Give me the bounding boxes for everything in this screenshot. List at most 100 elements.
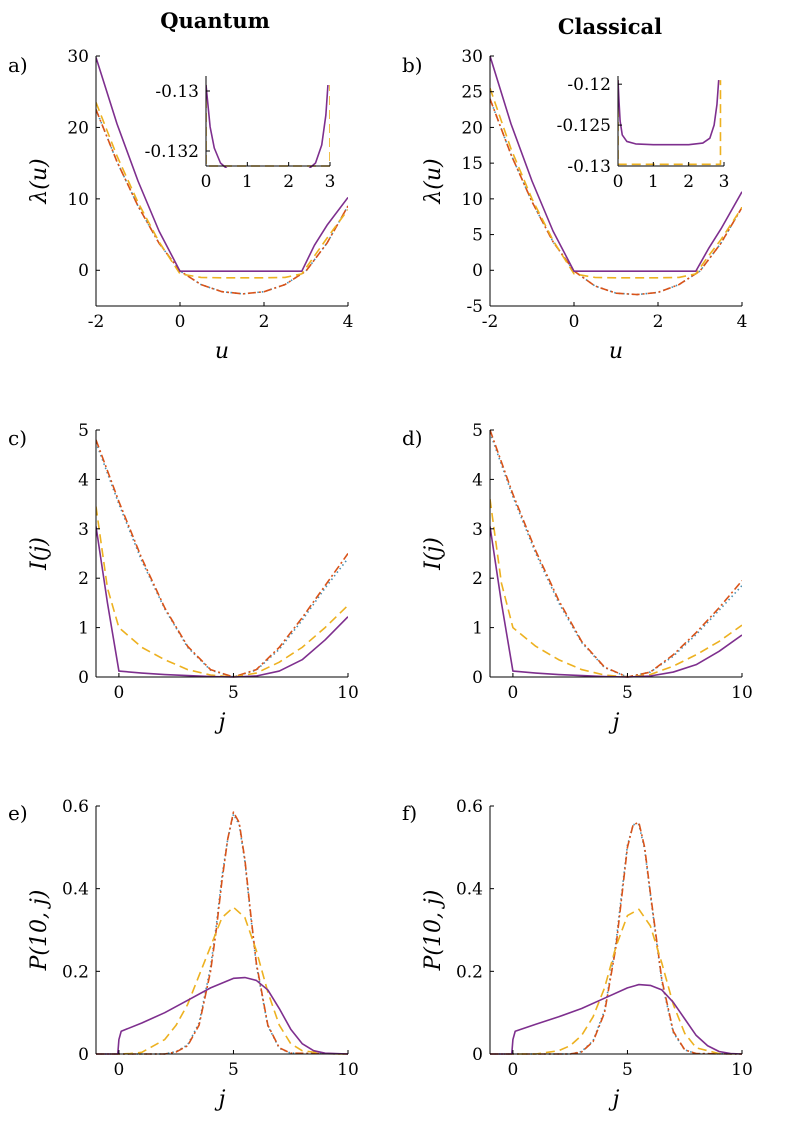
panel-f-series-solid — [490, 983, 742, 1055]
panel-a-series-dashdot — [96, 109, 348, 295]
panel-c: 0 5 10 0 1 2 3 4 5 c) j I(j) — [8, 421, 359, 735]
panel-a-inset-x-tick-label: 1 — [242, 172, 253, 192]
panel-f-x-tick-label: 10 — [731, 1060, 753, 1080]
panel-e-x-label: j — [214, 1087, 226, 1112]
panel-b-y-tick-label: 0 — [472, 261, 483, 281]
panel-b-series-dotted — [490, 98, 742, 296]
panel-b-series-group — [490, 55, 742, 296]
panel-d-series-dashdot — [490, 429, 742, 678]
panel-a-series-dashed — [96, 102, 348, 279]
panel-b-series-dashed — [490, 87, 742, 279]
panel-b-inset-x-tick-label: 0 — [613, 172, 624, 192]
panel-e-series-solid — [96, 976, 348, 1055]
panel-a-inset-y-tick-label: -0.13 — [155, 82, 199, 102]
panel-b-inset: 0 1 2 3 -0.12 -0.125 -0.13 — [557, 74, 729, 192]
panel-c-series-dashed — [96, 506, 348, 678]
panel-f-y-tick-label: 0.2 — [456, 962, 483, 982]
panel-e-series-dashdot — [96, 811, 348, 1055]
panel-e-y-tick-label: 0 — [78, 1045, 89, 1065]
panel-d-x-tick-label: 5 — [622, 683, 633, 703]
panel-a-inset-x-tick-label: 2 — [283, 172, 294, 192]
panel-b-y-tick-label: 15 — [461, 154, 483, 174]
panel-c-x-tick-label: 5 — [228, 683, 239, 703]
panel-b-y-tick-label: 30 — [461, 47, 483, 67]
panel-b-y-tick-label: 20 — [461, 118, 483, 138]
column-title-classical: Classical — [558, 14, 662, 39]
panel-e-y-label: P(10, j) — [27, 890, 52, 972]
panel-d-y-tick-label: 4 — [472, 470, 483, 490]
panel-f-x-tick-label: 5 — [622, 1060, 633, 1080]
panel-c-x-tick-label: 10 — [337, 683, 359, 703]
panel-b-inset-background — [616, 74, 726, 168]
panel-b-y-tick-label: 25 — [461, 83, 483, 103]
panel-a-x-tick-label: -2 — [88, 312, 105, 332]
panel-b-x-tick-label: -2 — [482, 312, 499, 332]
panel-e-y-tick-label: 0.2 — [62, 962, 89, 982]
panel-c-series-group — [96, 439, 348, 678]
panel-c-y-tick-label: 0 — [78, 668, 89, 688]
panel-a-inset-x-tick-label: 0 — [201, 172, 212, 192]
panel-a-x-tick-label: 0 — [175, 312, 186, 332]
panel-d-series-dotted — [490, 432, 742, 678]
panel-a-y-tick-label: 10 — [67, 190, 89, 210]
panel-a-y-tick-label: 20 — [67, 118, 89, 138]
panel-d-y-tick-label: 1 — [472, 619, 483, 639]
panel-d-y-tick-label: 5 — [472, 421, 483, 441]
panel-b-y-tick-label: 5 — [472, 226, 483, 246]
panel-a-x-label: u — [215, 339, 229, 364]
panel-c-x-label: j — [214, 710, 226, 735]
panel-a-y-label: λ(u) — [27, 158, 52, 204]
panel-b-inset-series-solid — [618, 80, 720, 146]
panel-d-y-tick-label: 2 — [472, 569, 483, 589]
panel-b-inset-y-tick-label: -0.13 — [567, 157, 611, 177]
panel-a-inset: 0 1 2 3 -0.13 -0.132 — [145, 74, 336, 192]
panel-d-x-tick-label: 0 — [507, 683, 518, 703]
panel-a-x-tick-label: 2 — [259, 312, 270, 332]
column-title-quantum: Quantum — [160, 8, 270, 33]
panel-b-inset-y-tick-label: -0.12 — [567, 75, 611, 95]
panel-b-x-label: u — [609, 339, 623, 364]
panel-a-series-group — [96, 57, 348, 295]
panel-e-x-tick-label: 10 — [337, 1060, 359, 1080]
panel-e-x-tick-label: 5 — [228, 1060, 239, 1080]
panel-f-series-dotted — [490, 823, 742, 1055]
panel-d-y-tick-label: 3 — [472, 520, 483, 540]
panel-a-inset-y-tick-label: -0.132 — [145, 142, 199, 162]
panel-d-series-group — [490, 429, 742, 678]
panel-c-y-tick-label: 5 — [78, 421, 89, 441]
panel-f-label: f) — [402, 801, 417, 825]
panel-d-x-tick-label: 10 — [731, 683, 753, 703]
panel-c-y-tick-label: 3 — [78, 520, 89, 540]
panel-e-series-group — [96, 811, 348, 1055]
panel-a-inset-series-solid — [206, 84, 329, 168]
panel-f-y-tick-label: 0.4 — [456, 880, 483, 900]
panel-a-inset-background — [204, 74, 332, 168]
panel-d-series-dashed — [490, 499, 742, 678]
panel-b-series-solid — [490, 55, 742, 273]
panel-e-y-tick-label: 0.6 — [62, 797, 89, 817]
panel-e-series-dashed — [96, 906, 348, 1055]
panel-c-x-tick-label: 0 — [113, 683, 124, 703]
panel-e: 0 5 10 0 0.2 0.4 0.6 e) j P(10, j) — [8, 797, 359, 1112]
panel-c-label: c) — [8, 426, 27, 450]
panel-b-x-tick-label: 2 — [653, 312, 664, 332]
panel-a-series-solid — [96, 57, 348, 273]
panel-c-series-dotted — [96, 442, 348, 678]
panel-f-y-tick-label: 0 — [472, 1045, 483, 1065]
panel-a-x-tick-label: 4 — [343, 312, 354, 332]
panel-b-y-tick-label: -5 — [466, 297, 483, 317]
panel-b-inset-x-tick-label: 1 — [648, 172, 659, 192]
panel-e-label: e) — [8, 801, 28, 825]
panel-f-y-label: P(10, j) — [421, 890, 446, 972]
panel-d-label: d) — [402, 426, 423, 450]
panel-b-x-tick-label: 4 — [737, 312, 748, 332]
panel-b-inset-series-group — [618, 80, 722, 166]
panel-e-series-dotted — [96, 813, 348, 1055]
panel-b-y-label: λ(u) — [421, 158, 446, 204]
panel-a-inset-x-tick-label: 3 — [325, 172, 336, 192]
panel-f: 0 5 10 0 0.2 0.4 0.6 f) j P(10, j) — [402, 797, 753, 1112]
panel-d-y-tick-label: 0 — [472, 668, 483, 688]
panel-f-y-tick-label: 0.6 — [456, 797, 483, 817]
panel-e-y-tick-label: 0.4 — [62, 880, 89, 900]
panel-c-series-solid — [96, 526, 348, 678]
